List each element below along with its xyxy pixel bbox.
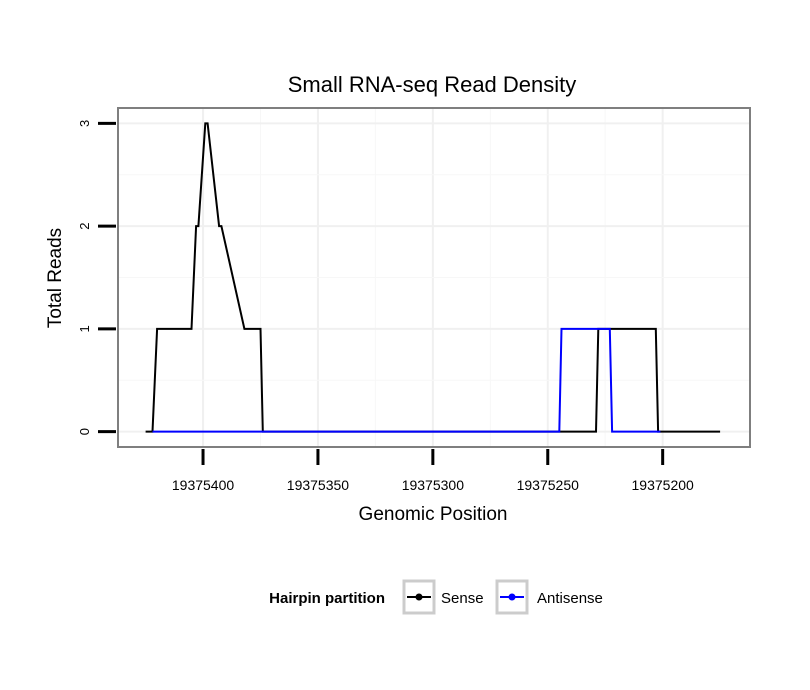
- x-axis: 19375400 19375350 19375300 19375250 19375200: [172, 449, 694, 493]
- y-tick-label: 1: [77, 325, 92, 332]
- y-tick-label: 0: [77, 428, 92, 435]
- y-tick-label: 3: [77, 120, 92, 127]
- x-tick-label: 19375300: [402, 477, 465, 493]
- series-layer: [145, 122, 721, 433]
- legend-label-antisense: Antisense: [537, 590, 603, 607]
- legend-title: Hairpin partition: [269, 590, 385, 607]
- y-tick-label: 2: [77, 223, 92, 230]
- x-tick-label: 19375400: [172, 477, 235, 493]
- legend: Hairpin partition Sense Antisense: [269, 579, 603, 615]
- x-tick-label: 19375250: [517, 477, 580, 493]
- plot-grid: [118, 108, 750, 447]
- x-tick-label: 19375350: [287, 477, 350, 493]
- legend-item-sense: Sense: [402, 579, 484, 615]
- y-axis-label: Total Reads: [45, 228, 66, 328]
- y-axis: 0 1 2 3: [77, 120, 116, 435]
- x-axis-label: Genomic Position: [359, 504, 508, 525]
- series-line-antisense: [152, 327, 661, 433]
- legend-dot-antisense: [508, 593, 516, 601]
- x-tick-label: 19375200: [632, 477, 695, 493]
- chart-title: Small RNA-seq Read Density: [288, 72, 577, 97]
- legend-item-antisense: Antisense: [495, 579, 603, 615]
- legend-label-sense: Sense: [441, 590, 484, 607]
- legend-dot-sense: [415, 593, 423, 601]
- plot-panel: [117, 107, 751, 448]
